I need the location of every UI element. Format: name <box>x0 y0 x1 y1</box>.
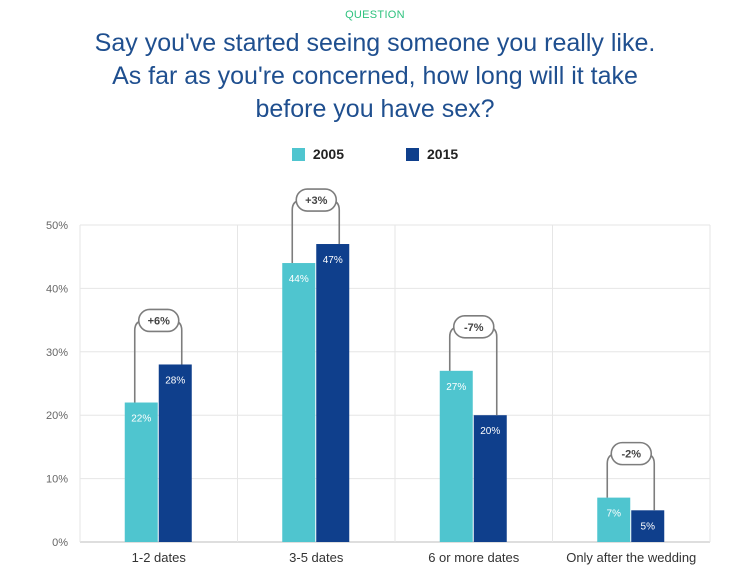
change-label: -7% <box>464 322 484 334</box>
legend-swatch-2015 <box>406 147 419 161</box>
change-pill <box>452 315 495 339</box>
title-line-1: Say you've started seeing someone you re… <box>94 29 656 57</box>
bar-2015 <box>631 510 665 542</box>
change-pill <box>137 308 180 333</box>
data-label-2005: 44% <box>289 274 309 285</box>
data-label-2005: 7% <box>607 509 622 520</box>
eyebrow-label: QUESTION <box>345 9 405 21</box>
change-label: +6% <box>148 315 171 327</box>
change-pill <box>295 188 338 212</box>
y-tick-label: 20% <box>46 410 68 422</box>
x-category-label: 3-5 dates <box>289 550 344 565</box>
y-tick-label: 40% <box>46 283 68 295</box>
data-label-2015: 5% <box>641 521 656 532</box>
bar-2015 <box>158 364 192 542</box>
change-label: +3% <box>305 195 328 207</box>
x-category-label: 6 or more dates <box>428 550 520 565</box>
y-tick-label: 10% <box>46 474 68 486</box>
bar-2005 <box>282 263 316 542</box>
legend-label-2005: 2005 <box>312 146 344 162</box>
title-line-2: As far as you're concerned, how long wil… <box>112 62 638 90</box>
y-tick-label: 0% <box>52 537 68 549</box>
data-label-2005: 27% <box>446 382 466 393</box>
data-label-2015: 28% <box>165 375 185 386</box>
y-tick-label: 30% <box>46 347 68 359</box>
legend: 2005 2015 <box>0 146 750 162</box>
y-tick-label: 50% <box>46 220 68 232</box>
data-label-2005: 22% <box>131 414 151 425</box>
bar-2015 <box>316 244 350 542</box>
change-pill <box>610 441 653 466</box>
bar-2005 <box>597 497 631 542</box>
data-label-2015: 20% <box>480 426 500 437</box>
legend-label-2015: 2015 <box>427 146 459 162</box>
legend-swatch-2005 <box>291 147 305 161</box>
bar-2015 <box>473 415 507 542</box>
data-label-2015: 47% <box>323 255 343 266</box>
legend-item-2005: 2005 <box>291 146 344 162</box>
chart-title: Say you've started seeing someone you re… <box>0 27 750 126</box>
legend-item-2015: 2015 <box>406 146 458 162</box>
bar-2005 <box>439 370 473 542</box>
change-label: -2% <box>621 449 641 461</box>
title-line-3: before you have sex? <box>255 95 495 123</box>
x-category-label: Only after the wedding <box>566 550 696 565</box>
bar-2005 <box>124 402 158 542</box>
x-category-label: 1-2 dates <box>132 550 187 565</box>
